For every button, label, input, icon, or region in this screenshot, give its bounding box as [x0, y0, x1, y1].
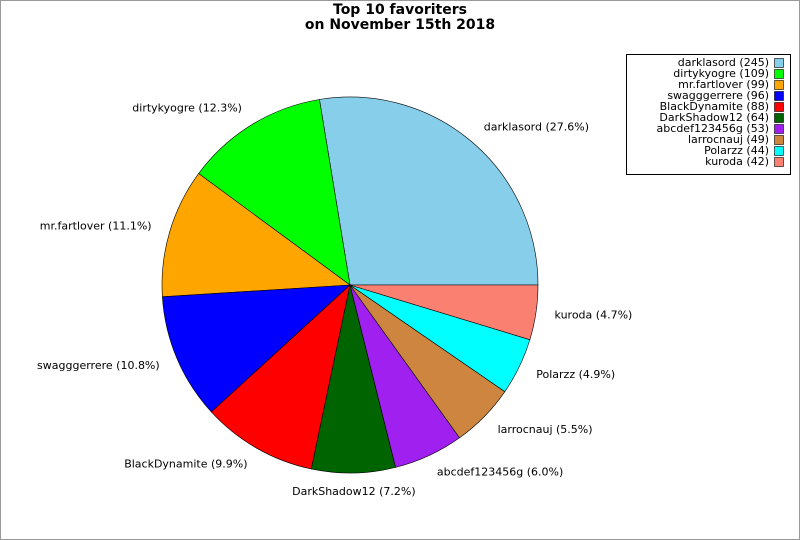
legend-label: darklasord (245) [678, 56, 769, 69]
slice-label: abcdef123456g (6.0%) [437, 466, 563, 479]
legend-swatch [774, 135, 784, 145]
pie-slice [162, 284, 351, 413]
legend-swatch [774, 146, 784, 156]
legend-swatch [774, 58, 784, 68]
pie-slice [319, 96, 539, 286]
slice-label: DarkShadow12 (7.2%) [292, 485, 416, 498]
legend-swatch [774, 124, 784, 134]
pie-slice [198, 99, 351, 286]
legend-label: dirtykyogre (109) [673, 67, 769, 80]
legend-label: BlackDynamite (88) [660, 100, 769, 113]
legend-swatch [774, 102, 784, 112]
legend-swatch [774, 69, 784, 79]
slice-label: swagggerrere (10.8%) [37, 359, 160, 372]
chart-subtitle: on November 15th 2018 [305, 17, 495, 33]
pie-slice [349, 284, 539, 341]
legend-label: mr.fartlover (99) [678, 78, 769, 91]
slice-label: Polarzz (4.9%) [536, 368, 615, 381]
legend-label: larrocnauj (49) [688, 133, 769, 146]
slice-label: kuroda (4.7%) [555, 308, 633, 321]
legend-label: abcdef123456g (53) [657, 122, 769, 135]
pie-slice [161, 173, 351, 298]
legend-label: Polarzz (44) [704, 144, 769, 157]
legend-swatch [774, 157, 784, 167]
legend-swatch [774, 91, 784, 101]
pie-slice [210, 284, 351, 470]
legend-label: kuroda (42) [705, 155, 769, 168]
slice-label: darklasord (27.6%) [484, 120, 589, 133]
legend-label: swagggerrere (96) [667, 89, 769, 102]
slice-label: dirtykyogre (12.3%) [132, 102, 242, 115]
slice-label: mr.fartlover (11.1%) [40, 220, 152, 233]
slice-label: larrocnauj (5.5%) [498, 423, 593, 436]
legend-label: DarkShadow12 (64) [659, 111, 769, 124]
legend-swatch [774, 80, 784, 90]
chart-title: Top 10 favoriters [333, 2, 467, 18]
legend-swatch [774, 113, 784, 123]
legend-box [626, 54, 791, 175]
slice-label: BlackDynamite (9.9%) [124, 458, 247, 471]
